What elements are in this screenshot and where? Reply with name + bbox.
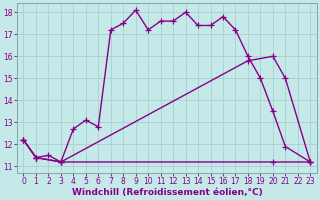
X-axis label: Windchill (Refroidissement éolien,°C): Windchill (Refroidissement éolien,°C) (72, 188, 262, 197)
